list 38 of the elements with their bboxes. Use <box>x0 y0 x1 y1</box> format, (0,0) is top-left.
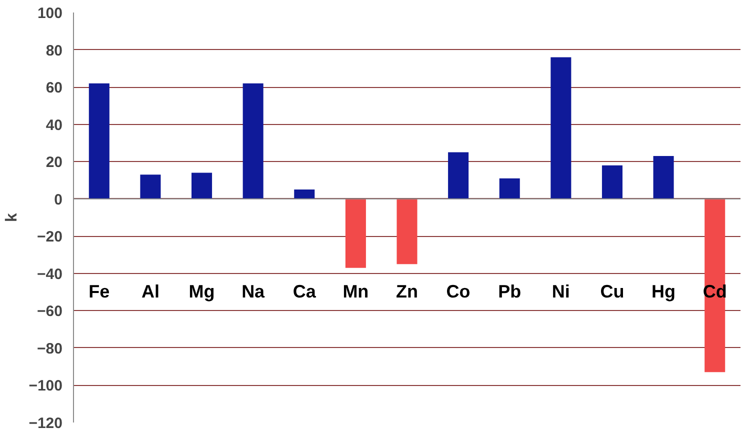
x-tick-label: Cu <box>600 282 624 302</box>
y-tick-label: −80 <box>37 340 63 358</box>
bar <box>704 198 726 372</box>
x-tick-label: Mg <box>188 282 215 302</box>
y-tick-label: −40 <box>37 266 63 283</box>
bar <box>550 57 572 199</box>
y-tick-label: 0 <box>54 191 62 208</box>
y-axis-title: k <box>4 212 21 222</box>
y-tick-label: −120 <box>28 415 63 432</box>
x-tick-label: Na <box>242 282 266 302</box>
x-tick-label: Hg <box>652 282 676 302</box>
bar <box>396 198 418 264</box>
x-tick-label: Mn <box>342 282 369 302</box>
y-tick-label: 80 <box>46 42 63 60</box>
x-tick-label: Zn <box>396 282 418 302</box>
bar <box>448 152 469 199</box>
y-tick-label: −20 <box>37 228 63 246</box>
x-tick-label: Ni <box>552 282 570 302</box>
x-tick-label: Pb <box>498 282 522 302</box>
bar <box>653 156 674 199</box>
x-tick-label: Co <box>446 282 470 302</box>
bar <box>192 172 212 199</box>
y-tick-label: 40 <box>46 116 63 134</box>
y-tick-label: 60 <box>46 80 63 97</box>
bar <box>140 174 161 199</box>
x-tick-label: Fe <box>88 282 110 302</box>
x-tick-label: Al <box>141 282 160 302</box>
y-tick-label: 20 <box>46 154 63 172</box>
bar <box>499 178 520 199</box>
bar <box>602 165 622 199</box>
bar <box>294 190 315 199</box>
bar <box>345 198 366 268</box>
bar <box>242 83 264 199</box>
y-tick-label: −100 <box>28 378 63 395</box>
y-tick-label: 100 <box>37 5 63 22</box>
y-tick-label: −60 <box>37 303 63 320</box>
bar <box>88 83 110 199</box>
x-tick-label: Ca <box>292 282 317 302</box>
